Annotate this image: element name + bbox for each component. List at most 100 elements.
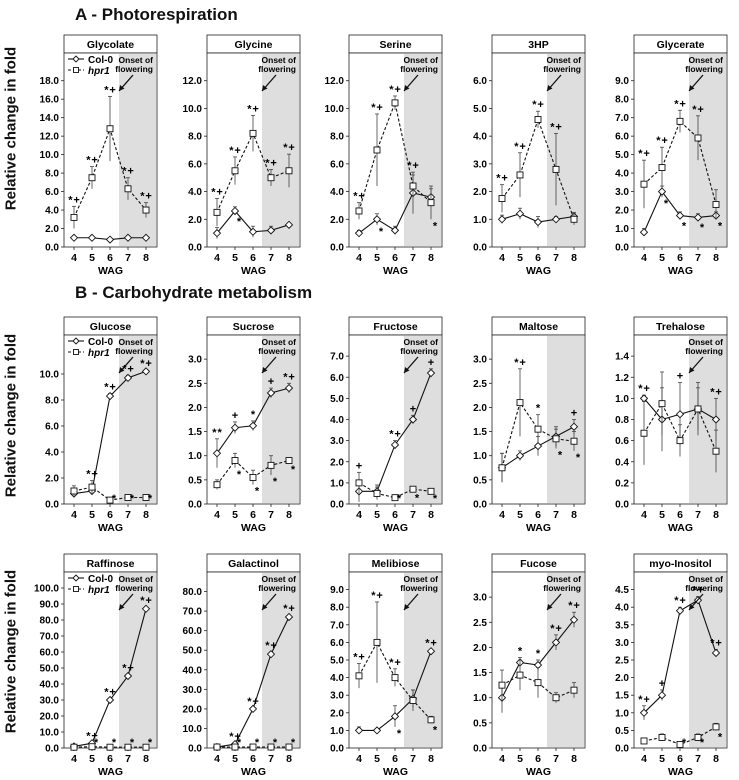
significance-mark: * + — [265, 640, 277, 652]
chart-glycolate: Glycolate 0.0 2.0 4.0 6.0 8.0 10.0 12.0 14.0 16.0… — [40, 34, 158, 277]
x-axis-label: WAG — [98, 522, 123, 534]
y-tick-label: 0.0 — [473, 744, 487, 755]
flowering-note-line1: Onset of — [547, 574, 582, 584]
flowering-note-line2: flowering — [258, 583, 296, 593]
x-tick-label: 8 — [428, 252, 434, 264]
x-tick-label: 4 — [214, 509, 220, 521]
x-tick-label: 8 — [286, 509, 292, 521]
y-tick-label: 4.0 — [615, 169, 629, 180]
series-line-hpr1 — [358, 100, 432, 212]
data-point-hpr1 — [694, 405, 702, 413]
y-tick-label: 0.2 — [615, 478, 629, 489]
significance-mark: * — [700, 737, 705, 749]
y-tick-label: 2.0 — [330, 708, 344, 719]
significance-mark: * — [664, 198, 669, 210]
y-tick-label: 4.0 — [330, 415, 344, 426]
x-axis-label: WAG — [241, 766, 266, 778]
y-tick-label: 60.0 — [40, 648, 60, 659]
data-point-col0 — [230, 423, 240, 432]
y-tick-label: 0.6 — [615, 436, 629, 447]
y-tick-label: 3.0 — [473, 159, 487, 170]
x-tick-label: 8 — [428, 509, 434, 521]
legend-label-col0: Col-0 — [88, 574, 113, 585]
y-tick-label: 0.5 — [473, 475, 487, 486]
significance-mark: * — [255, 486, 260, 498]
x-tick-label: 7 — [268, 509, 274, 521]
flowering-note-line2: flowering — [115, 346, 153, 356]
data-point-col0 — [569, 615, 579, 624]
y-tick-label: 0.5 — [615, 726, 629, 737]
chart-trehalose: Trehalose 0.0 0.2 0.4 0.6 0.8 1.0 1.2 1.4 4 5 6 7 8 WA… — [615, 316, 728, 534]
significance-mark: * — [433, 724, 438, 736]
chart-melibiose: Melibiose 0.0 1.0 2.0 3.0 4.0 5.0 6.0 7.0 8.0 9.0 4… — [330, 553, 443, 778]
data-point-col0 — [123, 373, 133, 383]
y-tick-label: 0.5 — [473, 718, 487, 729]
data-point-col0 — [372, 215, 382, 224]
y-tick-label: 6.0 — [473, 76, 487, 87]
y-tick-label: 2.5 — [615, 656, 629, 667]
flowering-note-line2: flowering — [258, 346, 296, 356]
y-tick-label: 2.0 — [615, 206, 629, 217]
x-tick-label: 5 — [517, 509, 523, 521]
x-tick-label: 8 — [713, 753, 719, 765]
x-tick-label: 5 — [659, 509, 665, 521]
y-tick-label: 3.0 — [188, 355, 202, 366]
chart-fucose: Fucose 0.0 0.5 1.0 1.5 2.0 2.5 3.0 4 5 6 7 8 WAG * * * +… — [473, 553, 586, 778]
y-tick-label: 0.8 — [615, 415, 629, 426]
chart-sucrose: Sucrose 0.0 0.5 1.0 1.5 2.0 2.5 3.0 4 5 6 7 8 WAG * * +… — [188, 316, 301, 534]
significance-mark: * — [397, 728, 402, 740]
data-point-hpr1 — [570, 215, 578, 223]
y-tick-label: 4.0 — [330, 673, 344, 684]
flowering-band — [262, 572, 300, 748]
y-tick-label: 0.0 — [45, 744, 59, 755]
significance-mark: * + — [353, 652, 365, 664]
x-axis-label: WAG — [241, 522, 266, 534]
chart-title: Fructose — [373, 321, 418, 333]
x-tick-label: 6 — [107, 509, 113, 521]
flowering-band — [404, 572, 442, 748]
significance-mark: * + — [496, 173, 508, 185]
legend-marker-col0 — [72, 55, 80, 63]
x-tick-label: 4 — [499, 252, 505, 264]
data-point-hpr1 — [409, 485, 417, 493]
data-point-hpr1 — [124, 743, 132, 751]
flowering-band — [689, 335, 727, 504]
y-tick-label: 0.0 — [615, 243, 629, 254]
significance-mark: * — [700, 222, 705, 234]
x-tick-label: 6 — [392, 753, 398, 765]
y-tick-label: 40.0 — [40, 680, 60, 691]
significance-mark: * — [397, 493, 402, 505]
flowering-arrowhead — [119, 85, 125, 91]
data-point-col0 — [533, 441, 543, 451]
x-tick-label: 5 — [89, 753, 95, 765]
significance-mark: + — [659, 678, 665, 690]
chart-title: Melibiose — [372, 558, 420, 570]
data-point-hpr1 — [285, 167, 293, 175]
flowering-arrowhead — [404, 604, 410, 610]
y-tick-label: 3.0 — [330, 691, 344, 702]
y-tick-label: 7.0 — [615, 113, 629, 124]
x-tick-label: 8 — [143, 509, 149, 521]
data-point-col0 — [284, 612, 294, 622]
significance-mark: + — [268, 376, 274, 388]
y-tick-label: 6.0 — [330, 373, 344, 384]
data-point-col0 — [675, 606, 685, 615]
x-tick-label: 4 — [214, 753, 220, 765]
data-point-hpr1 — [640, 180, 648, 188]
chart-title: Sucrose — [233, 321, 275, 333]
y-tick-label: 2.0 — [473, 643, 487, 654]
x-axis-label: WAG — [526, 766, 551, 778]
data-point-hpr1 — [552, 694, 560, 702]
x-tick-label: 7 — [410, 753, 416, 765]
data-point-hpr1 — [552, 435, 560, 443]
x-tick-label: 5 — [232, 509, 238, 521]
chart-title: Glycine — [235, 39, 273, 51]
data-point-hpr1 — [142, 494, 150, 501]
y-tick-label: 4.0 — [188, 187, 202, 198]
data-point-hpr1 — [124, 185, 132, 193]
x-tick-label: 6 — [392, 252, 398, 264]
significance-mark: * + — [86, 730, 98, 742]
y-tick-label: 0.0 — [330, 500, 344, 511]
data-point-hpr1 — [658, 400, 666, 408]
data-point-hpr1 — [712, 447, 720, 455]
